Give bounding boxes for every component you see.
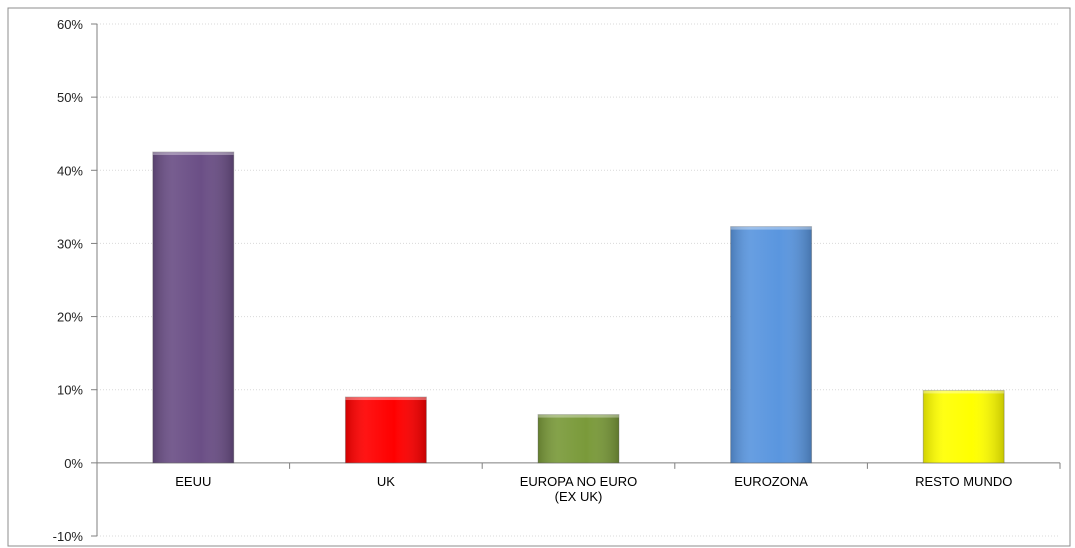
category-label: UK — [377, 474, 395, 489]
bar-shading — [152, 152, 234, 463]
y-tick-label: -10% — [53, 529, 84, 544]
category-label: EEUU — [175, 474, 211, 489]
bar-shading — [923, 390, 1005, 463]
y-tick-label: 30% — [57, 236, 83, 251]
bar-highlight — [923, 390, 1005, 394]
category-label: RESTO MUNDO — [915, 474, 1012, 489]
bar-highlight — [538, 414, 619, 418]
bar-highlight — [345, 397, 427, 401]
y-tick-label: 10% — [57, 383, 83, 398]
bars — [152, 151, 1005, 464]
y-tick-label: 50% — [57, 90, 83, 105]
y-tick-label: 60% — [57, 17, 83, 32]
y-tick-label: 40% — [57, 163, 83, 178]
chart-frame — [7, 7, 1071, 547]
bar-highlight — [152, 152, 234, 155]
bar-shading — [345, 397, 427, 463]
bar-shading — [730, 226, 812, 463]
category-label: EUROZONA — [734, 474, 808, 489]
bar-highlight — [730, 226, 812, 230]
category-label: EUROPA NO EURO (EX UK) — [520, 474, 638, 504]
y-tick-label: 20% — [57, 310, 83, 325]
labels: -10% 0% 10% 20% 30% 40% 50% 60% EEUU UK EUROPA NO … — [53, 17, 1013, 544]
y-tick-label: 0% — [64, 456, 83, 471]
bar-shading — [538, 414, 619, 463]
